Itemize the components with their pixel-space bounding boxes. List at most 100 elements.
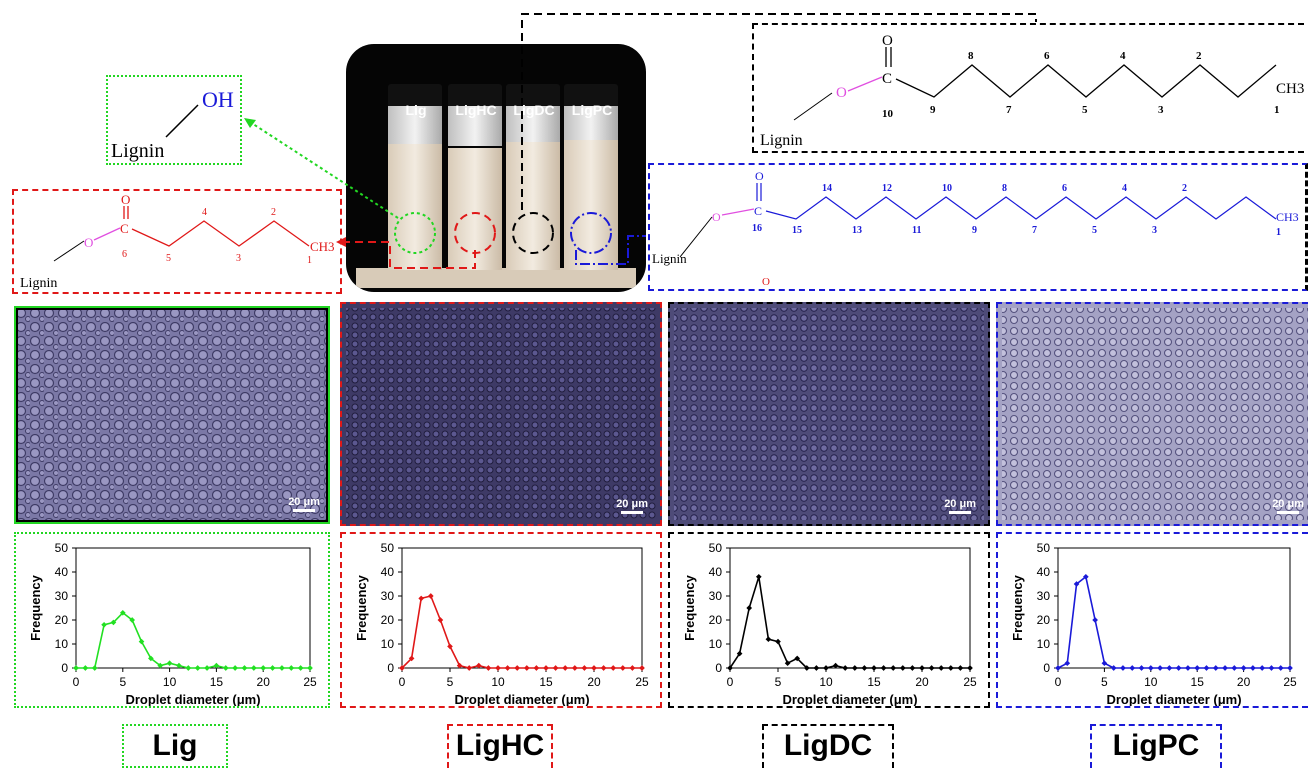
x-tick-label: 0 [1055, 675, 1062, 689]
data-point [619, 665, 626, 671]
x-tick-label: 20 [915, 675, 929, 689]
carbon-number: 3 [1152, 225, 1157, 236]
x-tick-label: 20 [1237, 675, 1251, 689]
y-tick-label: 30 [1037, 589, 1051, 603]
ch3-label: CH3 [310, 239, 335, 254]
carbon-number: 7 [1006, 104, 1012, 116]
carbon-number: 5 [1082, 104, 1088, 116]
data-point [784, 660, 791, 667]
carbon-number: 3 [236, 253, 241, 264]
data-point [485, 665, 492, 671]
data-point [1250, 665, 1256, 671]
data-point [185, 665, 192, 671]
data-point [495, 665, 501, 671]
data-point [307, 665, 313, 671]
y-tick-label: 40 [1037, 565, 1051, 579]
data-point [765, 636, 772, 643]
droplets [16, 308, 328, 522]
data-point [928, 665, 935, 671]
data-point [1277, 665, 1284, 671]
carbon-number: 6 [1044, 50, 1050, 62]
pc-highlight-circle [570, 212, 612, 254]
y-tick-label: 40 [381, 565, 395, 579]
plot-frame [729, 547, 971, 669]
x-tick-label: 15 [867, 675, 881, 689]
vial [388, 84, 442, 270]
data-point [222, 665, 229, 671]
data-point [241, 665, 248, 671]
data-point [842, 665, 849, 671]
data-point [1212, 665, 1219, 671]
data-point [129, 617, 135, 623]
y-tick-label: 0 [387, 661, 394, 675]
data-point [947, 665, 954, 671]
data-point [1175, 665, 1182, 671]
data-point [581, 665, 588, 671]
pc-droplet-chart: 0 10 20 30 40 50 0 5 10 15 20 25 Droplet diameter (μ… [1010, 541, 1297, 707]
carbon-number: 2 [1196, 50, 1202, 62]
data-point [957, 665, 964, 671]
x-tick-label: 20 [587, 675, 601, 689]
series-line [1057, 575, 1290, 669]
x-axis-label: Droplet diameter (μm) [454, 692, 589, 706]
carbon-number: 1 [1274, 104, 1280, 116]
data-point [176, 662, 182, 669]
carbon-number: 12 [882, 183, 892, 194]
x-tick-label: 10 [491, 675, 505, 689]
x-tick-label: 5 [1101, 675, 1108, 689]
y-tick-label: 0 [61, 661, 68, 675]
droplets [674, 308, 984, 520]
droplets [1002, 308, 1308, 520]
hc-chart-box: 0 10 20 30 40 50 0 5 10 15 20 25 Droplet diameter (μ… [340, 532, 662, 708]
connector-lines [244, 13, 1037, 269]
data-point [1203, 665, 1210, 671]
data-point [1231, 665, 1238, 671]
arrowhead-icon [244, 118, 256, 128]
data-point [166, 660, 173, 667]
lignin-label: Lignin [652, 251, 687, 266]
data-point [1259, 665, 1265, 671]
lig-highlight-circle [394, 212, 436, 254]
x-tick-label: 20 [257, 675, 271, 689]
dc-connector [521, 13, 1037, 210]
dc-highlight-circle [512, 212, 554, 254]
carbon-number: 1 [1276, 227, 1281, 238]
x-tick-label: 10 [819, 675, 833, 689]
scale-bar: 20 μm [288, 496, 320, 512]
series-line [76, 612, 310, 669]
data-point [919, 665, 925, 671]
series-line [401, 595, 642, 669]
data-point [775, 638, 781, 645]
y-tick-label: 10 [55, 637, 69, 651]
y-tick-label: 40 [709, 565, 723, 579]
y-tick-label: 50 [709, 541, 723, 555]
data-point [288, 665, 295, 671]
data-point [475, 662, 482, 669]
dc-droplet-chart: 0 10 20 30 40 50 0 5 10 15 20 25 Droplet diameter (μ… [682, 541, 977, 707]
ch3-label: CH3 [1276, 210, 1299, 224]
data-point [823, 665, 829, 671]
carbon-number: 4 [1120, 50, 1126, 62]
carbon-number: 15 [792, 225, 802, 236]
vial [506, 84, 560, 270]
data-point [91, 665, 98, 671]
data-point [1185, 665, 1191, 671]
y-tick-label: 30 [55, 589, 69, 603]
carbon-number: 2 [271, 207, 276, 218]
x-tick-label: 10 [1144, 675, 1158, 689]
carbonyl-o-label: O [755, 169, 764, 183]
y-tick-label: 10 [1037, 637, 1051, 651]
data-point [399, 665, 405, 671]
scale-bar-label: 20 μm [288, 496, 320, 508]
pc-micrograph: 20 μm [996, 302, 1308, 526]
hc-structure-box: Lignin O C O CH3 6 5 4 3 2 1 [12, 189, 342, 294]
data-point [746, 605, 753, 611]
y-tick-label: 20 [1037, 613, 1051, 627]
data-point [447, 643, 453, 650]
bench-surface [356, 268, 636, 288]
x-axis-label: Droplet diameter (μm) [782, 692, 917, 706]
y-tick-label: 50 [381, 541, 395, 555]
data-point [1157, 665, 1163, 671]
data-point [1064, 660, 1071, 667]
data-point [755, 573, 762, 580]
